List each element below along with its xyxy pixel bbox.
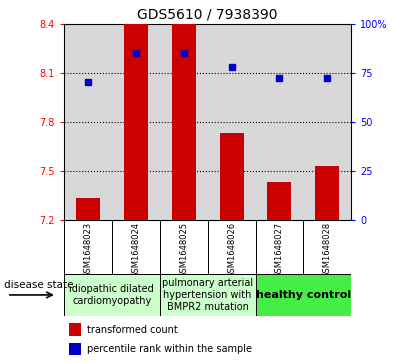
Bar — [268, 182, 291, 220]
Bar — [69, 323, 81, 336]
Text: GSM1648025: GSM1648025 — [179, 222, 188, 278]
Text: GSM1648026: GSM1648026 — [227, 222, 236, 278]
Text: GSM1648024: GSM1648024 — [131, 222, 140, 278]
Bar — [315, 166, 339, 220]
Text: transformed count: transformed count — [87, 325, 178, 335]
Text: idiopathic dilated
cardiomyopathy: idiopathic dilated cardiomyopathy — [69, 284, 154, 306]
Bar — [64, 274, 159, 316]
Text: GSM1648023: GSM1648023 — [83, 222, 92, 278]
Text: healthy control: healthy control — [256, 290, 351, 300]
Bar — [219, 133, 243, 220]
Text: GSM1648028: GSM1648028 — [323, 222, 332, 278]
Text: GSM1648027: GSM1648027 — [275, 222, 284, 278]
Title: GDS5610 / 7938390: GDS5610 / 7938390 — [137, 7, 278, 21]
Text: pulmonary arterial
hypertension with
BMPR2 mutation: pulmonary arterial hypertension with BMP… — [162, 278, 253, 311]
Bar — [159, 274, 256, 316]
Text: disease state: disease state — [4, 280, 74, 290]
Bar — [124, 24, 148, 220]
Text: percentile rank within the sample: percentile rank within the sample — [87, 344, 252, 354]
Bar — [76, 199, 100, 220]
Bar — [172, 24, 196, 220]
Bar — [69, 343, 81, 355]
Bar — [256, 274, 351, 316]
